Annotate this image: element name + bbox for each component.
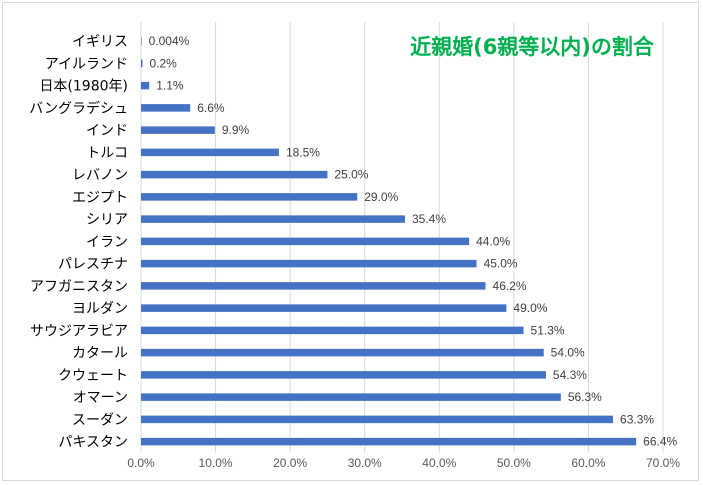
bar <box>141 393 561 401</box>
value-label: 29.0% <box>364 190 398 204</box>
category-label: シリア <box>86 212 128 228</box>
category-label: ヨルダン <box>72 301 128 317</box>
value-label: 6.6% <box>197 101 225 115</box>
x-tick-label: 20.0% <box>273 456 307 470</box>
bar <box>141 37 142 45</box>
value-label: 18.5% <box>286 145 320 159</box>
value-label: 0.2% <box>149 56 177 70</box>
value-label: 49.0% <box>513 301 547 315</box>
bar <box>141 148 279 157</box>
x-tick-label: 0.0% <box>127 456 155 470</box>
bar <box>141 237 470 246</box>
category-label: オマーン <box>73 390 128 406</box>
value-label: 1.1% <box>156 79 184 93</box>
category-label: エジプト <box>72 190 128 206</box>
bar <box>141 81 150 90</box>
category-label: スーダン <box>72 412 128 428</box>
value-label: 35.4% <box>412 212 446 226</box>
x-tick-label: 50.0% <box>497 456 531 470</box>
x-tick-label: 30.0% <box>348 456 382 470</box>
category-label: サウジアラビア <box>30 323 128 339</box>
category-label: クウェート <box>58 368 128 384</box>
category-label: イラン <box>86 234 128 250</box>
value-label: 66.4% <box>643 435 677 449</box>
category-label: レバノン <box>72 168 128 184</box>
category-label: アイルランド <box>45 56 128 72</box>
value-label: 54.3% <box>553 368 587 382</box>
value-label: 44.0% <box>476 234 510 248</box>
category-label: カタール <box>72 346 128 362</box>
bar <box>141 371 546 379</box>
value-label: 25.0% <box>334 168 368 182</box>
category-label: パキスタン <box>58 435 128 451</box>
x-tick-label: 70.0% <box>646 456 680 470</box>
value-label: 45.0% <box>484 257 518 271</box>
bar <box>141 59 143 68</box>
bar <box>141 348 544 357</box>
bar <box>141 193 358 201</box>
value-label: 9.9% <box>222 123 250 137</box>
value-label: 63.3% <box>620 412 654 426</box>
value-label: 56.3% <box>568 390 602 404</box>
category-label: インド <box>86 123 128 139</box>
bar <box>141 170 328 179</box>
chart-title: 近親婚(6親等以内)の割合 <box>410 35 655 59</box>
category-label: パレスチナ <box>58 257 128 273</box>
value-label: 0.004% <box>149 34 190 48</box>
x-tick-label: 10.0% <box>199 456 233 470</box>
category-label: イギリス <box>72 34 128 50</box>
gridlines <box>140 22 664 453</box>
category-label: トルコ <box>86 145 128 161</box>
x-tick-label: 40.0% <box>422 456 456 470</box>
bar <box>141 215 405 223</box>
bar <box>141 415 614 424</box>
category-label: バングラデシュ <box>29 100 128 117</box>
value-label: 46.2% <box>493 279 527 293</box>
bar <box>141 282 486 290</box>
value-label: 54.0% <box>551 346 585 360</box>
bar <box>141 104 191 112</box>
value-label: 51.3% <box>531 323 565 337</box>
bar <box>141 259 477 268</box>
x-tick-label: 60.0% <box>571 456 605 470</box>
labels: 0.0% 10.0% 20.0% 30.0% 40.0% 50.0% 60.0% 70.0% イ… <box>29 34 680 470</box>
category-label: アフガニスタン <box>30 279 128 295</box>
bar <box>141 304 507 312</box>
bar <box>141 326 524 335</box>
category-label: 日本(1980年) <box>39 79 128 95</box>
bars <box>141 37 637 446</box>
bar <box>141 126 215 134</box>
bar <box>141 437 637 446</box>
